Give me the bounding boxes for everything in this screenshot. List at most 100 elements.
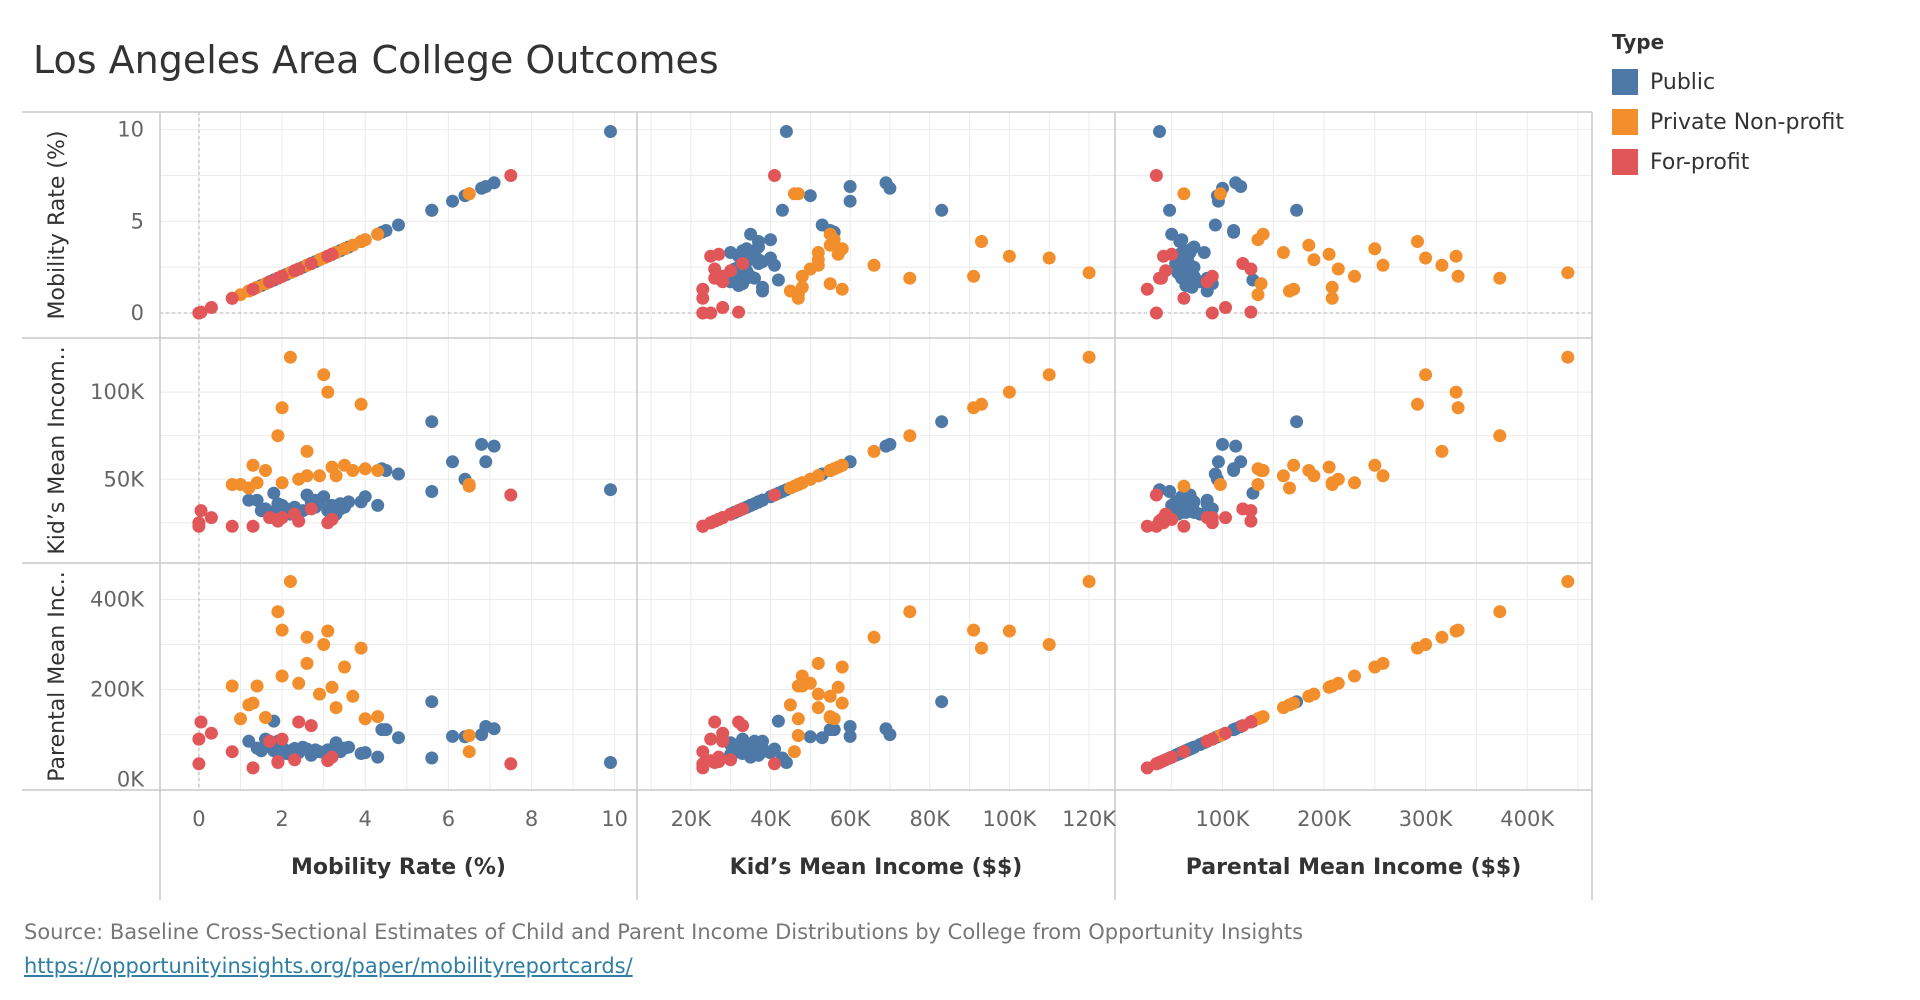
data-point-private-non-profit-mobility-vs-kid_income[interactable] (259, 464, 272, 477)
data-point-public-parent_income-vs-mobility[interactable] (1234, 180, 1248, 193)
data-point-private-non-profit-parent_income-vs-mobility[interactable] (1368, 242, 1382, 256)
data-point-private-non-profit-parent_income-vs-kid_income[interactable] (1307, 469, 1321, 483)
data-point-private-non-profit-mobility-vs-kid_income[interactable] (300, 444, 314, 458)
data-point-for-profit-mobility-vs-parent_income[interactable] (204, 726, 218, 740)
data-point-private-non-profit-parent_income-vs-kid_income[interactable] (1451, 401, 1465, 415)
data-point-private-non-profit-parent_income-vs-kid_income[interactable] (1322, 460, 1336, 474)
data-point-private-non-profit-mobility-vs-kid_income[interactable] (225, 478, 239, 491)
data-point-for-profit-mobility-vs-parent_income[interactable] (225, 745, 239, 759)
data-point-private-non-profit-mobility-vs-kid_income[interactable] (354, 397, 368, 411)
data-point-public-parent_income-vs-mobility[interactable] (1163, 203, 1177, 217)
data-point-public-mobility-vs-parent_income[interactable] (308, 745, 322, 759)
data-point-private-non-profit-kid_income-vs-mobility[interactable] (811, 246, 825, 259)
data-point-for-profit-parent_income-vs-mobility[interactable] (1205, 269, 1219, 283)
data-point-private-non-profit-parent_income-vs-kid_income[interactable] (1376, 469, 1390, 483)
data-point-private-non-profit-kid_income-vs-parent_income[interactable] (1042, 638, 1056, 651)
data-point-private-non-profit-mobility-vs-parent_income[interactable] (292, 676, 306, 690)
data-point-public-parent_income-vs-mobility[interactable] (1177, 255, 1191, 269)
data-point-private-non-profit-parent_income-vs-kid_income[interactable] (1493, 429, 1507, 443)
data-point-public-kid_income-vs-parent_income[interactable] (803, 730, 817, 744)
data-point-public-mobility-vs-parent_income[interactable] (425, 751, 439, 765)
data-point-public-kid_income-vs-mobility[interactable] (775, 203, 789, 217)
data-point-for-profit-mobility-vs-parent_income[interactable] (288, 753, 302, 767)
data-point-private-non-profit-kid_income-vs-parent_income[interactable] (823, 689, 837, 703)
data-point-private-non-profit-parent_income-vs-mobility[interactable] (1322, 247, 1336, 261)
data-point-private-non-profit-mobility-vs-parent_income[interactable] (259, 711, 272, 724)
data-point-for-profit-parent_income-vs-parent_income[interactable] (1236, 719, 1250, 733)
data-point-for-profit-parent_income-vs-parent_income[interactable] (1140, 761, 1154, 775)
data-point-for-profit-parent_income-vs-parent_income[interactable] (1205, 732, 1219, 746)
data-point-for-profit-kid_income-vs-parent_income[interactable] (704, 754, 718, 768)
data-point-private-non-profit-parent_income-vs-mobility[interactable] (1376, 258, 1390, 272)
data-point-private-non-profit-mobility-vs-parent_income[interactable] (225, 679, 239, 693)
data-point-private-non-profit-parent_income-vs-mobility[interactable] (1435, 258, 1449, 272)
data-point-for-profit-kid_income-vs-mobility[interactable] (736, 257, 750, 270)
data-point-for-profit-kid_income-vs-mobility[interactable] (704, 306, 718, 320)
data-point-for-profit-mobility-vs-parent_income[interactable] (304, 719, 318, 733)
legend-item-for-profit[interactable]: For-profit (1612, 142, 1844, 182)
data-point-private-non-profit-kid_income-vs-kid_income[interactable] (903, 429, 917, 443)
data-point-for-profit-mobility-vs-parent_income[interactable] (192, 732, 206, 746)
data-point-public-parent_income-vs-kid_income[interactable] (1229, 439, 1243, 453)
data-point-for-profit-mobility-vs-kid_income[interactable] (292, 514, 306, 528)
data-point-private-non-profit-parent_income-vs-kid_income[interactable] (1435, 444, 1449, 458)
data-point-public-parent_income-vs-mobility[interactable] (1197, 246, 1211, 259)
data-point-public-parent_income-vs-mobility[interactable] (1171, 266, 1185, 280)
data-point-private-non-profit-parent_income-vs-parent_income[interactable] (1435, 630, 1449, 644)
data-point-for-profit-mobility-vs-kid_income[interactable] (321, 516, 335, 530)
data-point-public-parent_income-vs-kid_income[interactable] (1216, 437, 1229, 451)
data-point-for-profit-kid_income-vs-kid_income[interactable] (768, 488, 781, 502)
data-point-public-mobility-vs-parent_income[interactable] (392, 731, 405, 745)
data-point-private-non-profit-kid_income-vs-parent_income[interactable] (975, 641, 988, 655)
data-point-public-mobility-vs-kid_income[interactable] (479, 455, 493, 469)
data-point-public-mobility-vs-kid_income[interactable] (425, 415, 439, 429)
data-point-for-profit-parent_income-vs-kid_income[interactable] (1157, 516, 1170, 530)
data-point-private-non-profit-kid_income-vs-mobility[interactable] (835, 242, 849, 256)
data-point-private-non-profit-parent_income-vs-kid_income[interactable] (1348, 476, 1361, 490)
data-point-public-kid_income-vs-parent_income[interactable] (768, 742, 781, 756)
data-point-private-non-profit-kid_income-vs-parent_income[interactable] (831, 680, 845, 694)
data-point-private-non-profit-kid_income-vs-parent_income[interactable] (1082, 575, 1096, 588)
data-point-for-profit-kid_income-vs-mobility[interactable] (696, 291, 710, 305)
data-point-for-profit-parent_income-vs-mobility[interactable] (1219, 301, 1232, 314)
data-point-for-profit-mobility-vs-parent_income[interactable] (504, 757, 518, 771)
data-point-private-non-profit-parent_income-vs-kid_income[interactable] (1449, 385, 1463, 399)
data-point-for-profit-mobility-vs-kid_income[interactable] (192, 516, 206, 530)
data-point-private-non-profit-mobility-vs-kid_income[interactable] (371, 464, 385, 477)
data-point-private-non-profit-parent_income-vs-mobility[interactable] (1451, 269, 1465, 283)
data-point-public-mobility-vs-kid_income[interactable] (392, 467, 405, 481)
data-point-for-profit-parent_income-vs-kid_income[interactable] (1219, 511, 1232, 525)
data-point-private-non-profit-parent_income-vs-kid_income[interactable] (1251, 478, 1265, 491)
data-point-private-non-profit-kid_income-vs-kid_income[interactable] (1082, 350, 1096, 364)
data-point-private-non-profit-kid_income-vs-mobility[interactable] (835, 282, 849, 296)
data-point-for-profit-mobility-vs-parent_income[interactable] (321, 754, 335, 768)
data-point-public-mobility-vs-mobility[interactable] (475, 181, 489, 195)
data-point-private-non-profit-mobility-vs-kid_income[interactable] (300, 469, 314, 483)
data-point-public-parent_income-vs-kid_income[interactable] (1211, 455, 1225, 469)
data-point-public-mobility-vs-mobility[interactable] (604, 125, 617, 138)
data-point-private-non-profit-parent_income-vs-mobility[interactable] (1276, 246, 1290, 259)
data-point-public-kid_income-vs-kid_income[interactable] (756, 493, 769, 507)
data-point-public-parent_income-vs-mobility[interactable] (1200, 284, 1214, 298)
data-point-for-profit-parent_income-vs-mobility[interactable] (1177, 291, 1191, 305)
data-point-private-non-profit-kid_income-vs-parent_income[interactable] (903, 605, 917, 619)
data-point-private-non-profit-parent_income-vs-mobility[interactable] (1449, 249, 1463, 263)
data-point-for-profit-parent_income-vs-mobility[interactable] (1140, 282, 1154, 296)
data-point-private-non-profit-mobility-vs-mobility[interactable] (358, 233, 372, 247)
data-point-private-non-profit-mobility-vs-parent_income[interactable] (325, 680, 339, 694)
data-point-private-non-profit-parent_income-vs-parent_income[interactable] (1561, 575, 1575, 588)
data-point-for-profit-parent_income-vs-kid_income[interactable] (1149, 488, 1163, 502)
data-point-public-mobility-vs-parent_income[interactable] (242, 734, 256, 748)
data-point-private-non-profit-mobility-vs-kid_income[interactable] (358, 462, 372, 476)
data-point-public-mobility-vs-parent_income[interactable] (329, 736, 343, 750)
data-point-private-non-profit-kid_income-vs-parent_income[interactable] (827, 712, 841, 726)
data-point-for-profit-mobility-vs-mobility[interactable] (275, 269, 289, 283)
data-point-private-non-profit-mobility-vs-parent_income[interactable] (338, 660, 351, 674)
data-point-private-non-profit-mobility-vs-kid_income[interactable] (246, 458, 260, 472)
data-point-private-non-profit-kid_income-vs-kid_income[interactable] (811, 469, 825, 483)
data-point-public-kid_income-vs-parent_income[interactable] (827, 723, 841, 737)
data-point-for-profit-kid_income-vs-mobility[interactable] (704, 249, 718, 263)
data-point-private-non-profit-kid_income-vs-mobility[interactable] (791, 187, 805, 201)
data-point-private-non-profit-mobility-vs-parent_income[interactable] (371, 710, 385, 724)
data-point-private-non-profit-mobility-vs-kid_income[interactable] (329, 469, 343, 483)
